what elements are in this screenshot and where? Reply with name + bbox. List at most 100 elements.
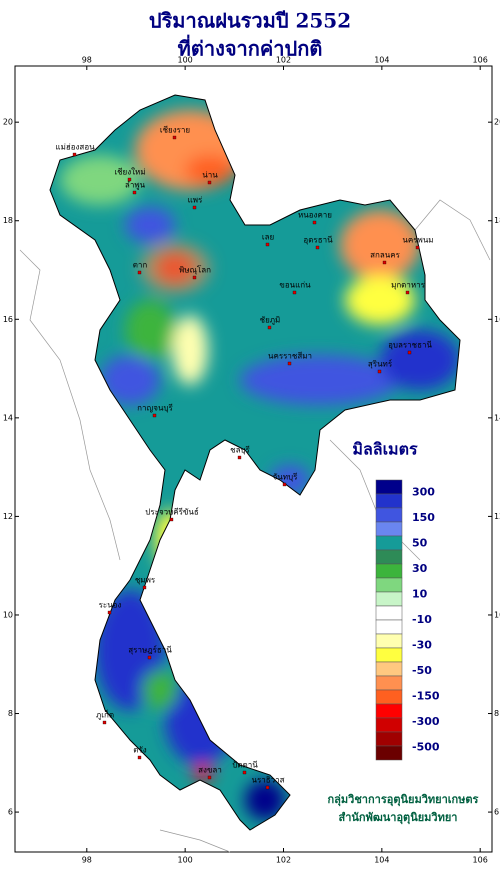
place-label: อุดรธานี <box>303 236 333 245</box>
legend-swatch <box>375 619 403 635</box>
station-marker <box>169 517 174 522</box>
lat-tick-label: 8 <box>494 709 499 718</box>
station-marker <box>405 290 410 295</box>
lat-tick-label: 12 <box>494 512 500 521</box>
legend-tick-label: -150 <box>412 689 440 702</box>
legend-tick-label: 10 <box>412 588 428 601</box>
lat-tick-label: 12 <box>3 512 13 521</box>
station-marker <box>315 245 320 250</box>
station-marker <box>102 720 107 725</box>
station-marker <box>137 755 142 760</box>
place-label: มุกดาหาร <box>391 281 426 290</box>
place-label: พิษณุโลก <box>179 265 211 275</box>
place-label: ชัยภูมิ <box>260 316 281 326</box>
place-label: หนองคาย <box>298 211 332 220</box>
lat-tick-label: 10 <box>494 610 500 619</box>
lat-tick-label: 10 <box>3 610 13 619</box>
place-label: ชุมพร <box>135 576 156 585</box>
station-marker <box>137 270 142 275</box>
station-marker <box>415 245 420 250</box>
lat-tick-label: 18 <box>3 216 13 225</box>
place-label: สุราษฎร์ธานี <box>128 645 172 655</box>
place-label: ระนอง <box>99 601 122 610</box>
place-label: ภูเก็ต <box>96 710 114 721</box>
legend-swatch <box>375 661 403 677</box>
station-marker <box>267 325 272 330</box>
lat-tick-label: 6 <box>8 808 13 817</box>
legend-swatch <box>375 647 403 663</box>
legend-swatch <box>375 549 403 565</box>
legend-tick-label: 300 <box>412 486 435 499</box>
place-label: สงขลา <box>198 766 222 775</box>
legend-swatch <box>375 563 403 579</box>
lat-tick-label: 20 <box>3 118 13 127</box>
station-marker <box>107 610 112 615</box>
lon-tick-label: 104 <box>374 56 389 65</box>
legend-swatch <box>375 731 403 747</box>
place-label: น่าน <box>202 171 218 180</box>
lon-tick-label: 98 <box>82 56 92 65</box>
place-label: ปัตตานี <box>232 761 258 770</box>
title: ปริมาณฝนรวมปี 2552 <box>149 9 351 33</box>
station-marker <box>265 242 270 247</box>
legend-swatch <box>375 577 403 593</box>
place-label: เชียงราย <box>160 126 190 135</box>
place-label: นครพนม <box>402 236 433 245</box>
place-label: นครราชสีมา <box>268 352 312 361</box>
lon-tick-label: 106 <box>473 56 488 65</box>
lon-tick-label: 102 <box>276 56 291 65</box>
place-label: สกลนคร <box>370 251 400 260</box>
station-marker <box>407 350 412 355</box>
legend-swatch <box>375 535 403 551</box>
lon-tick-label: 106 <box>473 856 488 865</box>
legend-swatch <box>375 605 403 621</box>
legend-tick-label: -50 <box>412 664 432 677</box>
legend-tick-label: -30 <box>412 638 432 651</box>
lat-tick-label: 6 <box>494 808 499 817</box>
lon-tick-label: 102 <box>276 856 291 865</box>
station-marker <box>207 775 212 780</box>
lon-tick-label: 100 <box>178 56 193 65</box>
legend-swatch <box>375 675 403 691</box>
station-marker <box>127 177 132 182</box>
place-label: ประจวบคีรีขันธ์ <box>145 507 199 517</box>
legend-tick-label: -300 <box>412 715 440 728</box>
legend-swatch <box>375 703 403 719</box>
place-label: ลำพูน <box>125 181 146 191</box>
legend-tick-label: -10 <box>412 613 432 626</box>
place-label: ชลบุรี <box>230 446 250 455</box>
lat-tick-label: 16 <box>3 315 13 324</box>
station-marker <box>287 361 292 366</box>
station-marker <box>147 655 152 660</box>
lat-tick-label: 14 <box>494 413 500 422</box>
station-marker <box>282 482 287 487</box>
lat-tick-label: 8 <box>8 709 13 718</box>
station-marker <box>207 180 212 185</box>
legend-swatch <box>375 591 403 607</box>
place-label: ขอนแก่น <box>279 281 311 290</box>
legend-swatch <box>375 689 403 705</box>
station-marker <box>242 770 247 775</box>
legend-swatch <box>375 745 403 761</box>
lat-tick-label: 16 <box>494 315 500 324</box>
legend-swatch <box>375 507 403 523</box>
legend-tick-label: 50 <box>412 537 428 550</box>
station-marker <box>377 369 382 374</box>
legend-tick-label: -500 <box>412 740 440 753</box>
station-marker <box>237 455 242 460</box>
place-label: จันทบุรี <box>273 473 299 482</box>
legend-swatch <box>375 521 403 537</box>
place-label: เชียงใหม่ <box>114 168 145 177</box>
station-marker <box>152 413 157 418</box>
place-label: กาญจนบุรี <box>137 404 173 413</box>
station-marker <box>72 152 77 157</box>
legend-swatch <box>375 633 403 649</box>
station-marker <box>265 785 270 790</box>
station-marker <box>172 135 177 140</box>
lon-tick-label: 98 <box>82 856 92 865</box>
place-label: อุบลราชธานี <box>388 341 432 350</box>
station-marker <box>142 585 147 590</box>
legend-tick-label: 150 <box>412 511 435 524</box>
place-label: ตาก <box>133 261 148 270</box>
lon-tick-label: 100 <box>178 856 193 865</box>
